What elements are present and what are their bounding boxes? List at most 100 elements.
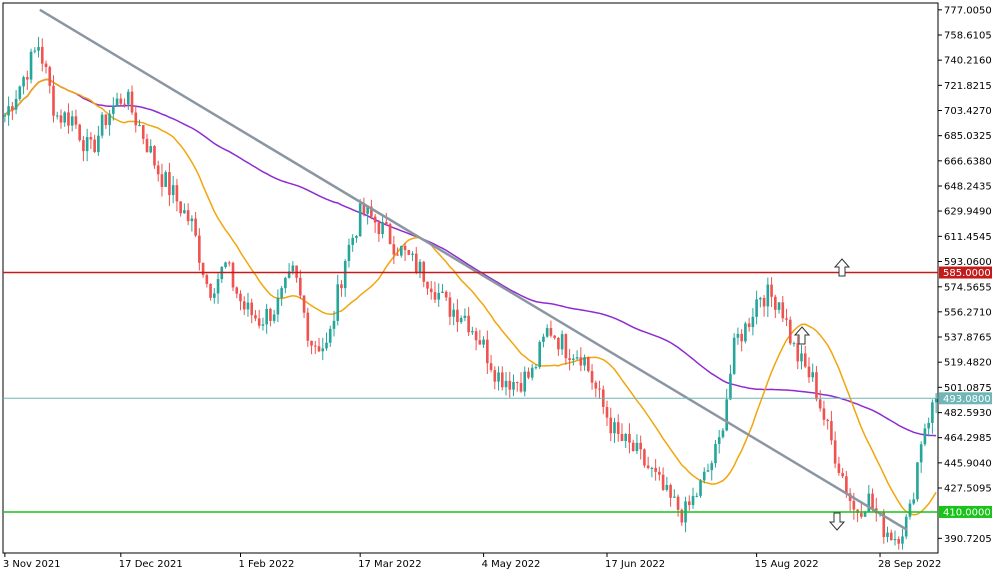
candle-body — [579, 357, 583, 366]
candle-body — [100, 114, 104, 136]
y-tick-label: 445.9040 — [944, 458, 992, 469]
y-tick-label: 464.2985 — [944, 433, 992, 444]
candle-body — [175, 185, 179, 202]
candle-body — [807, 366, 811, 378]
candle-body — [104, 114, 108, 126]
y-tick-label: 685.0325 — [944, 131, 992, 142]
candle-body — [811, 372, 815, 378]
candle-body — [624, 433, 628, 442]
plot-frame — [2, 2, 939, 554]
candle-body — [55, 115, 59, 117]
candle-body — [134, 112, 138, 126]
candle-body — [123, 103, 126, 105]
x-tick-label: 1 Feb 2022 — [238, 559, 294, 570]
candle-body — [635, 442, 639, 452]
candle-body — [912, 499, 915, 504]
candle-body — [403, 245, 407, 251]
candle-body — [392, 244, 396, 255]
candle-body — [646, 465, 650, 468]
candle-body — [931, 402, 934, 423]
candle-body — [33, 50, 37, 52]
candle-body — [474, 331, 478, 341]
candle-body — [441, 291, 444, 293]
candle-body — [235, 287, 239, 294]
candle-body — [97, 135, 100, 153]
candle-body — [82, 140, 85, 152]
candle-body — [676, 496, 680, 510]
candle-body — [845, 476, 848, 494]
candle-body — [463, 315, 467, 318]
candle-body — [848, 493, 852, 501]
candle-body — [822, 408, 826, 420]
candle-body — [774, 296, 777, 310]
candle-body — [781, 302, 785, 319]
candle-body — [411, 253, 414, 255]
candle-body — [542, 336, 545, 342]
candle-body — [257, 318, 261, 326]
candle-body — [336, 284, 340, 321]
candle-body — [370, 206, 373, 217]
candle-body — [616, 422, 620, 434]
candle-body — [78, 124, 81, 141]
candle-body — [497, 372, 500, 382]
candle-body — [328, 328, 332, 343]
candle-body — [366, 206, 369, 214]
candle-body — [796, 343, 800, 362]
candle-body — [530, 367, 534, 378]
candle-body — [299, 277, 302, 296]
candle-body — [358, 203, 362, 237]
candle-body — [26, 77, 29, 80]
candle-body — [456, 309, 459, 323]
candle-body — [863, 512, 867, 517]
candle-body — [919, 444, 923, 463]
candle-body — [224, 262, 227, 268]
candle-body — [564, 334, 568, 359]
candle-body — [145, 138, 149, 153]
candle-body — [168, 172, 171, 196]
candle-body — [744, 323, 747, 342]
candle-body — [343, 260, 347, 289]
candle-body — [433, 292, 437, 300]
candle-body — [295, 265, 298, 278]
candle-body — [609, 417, 613, 434]
candle-body — [725, 399, 728, 431]
candle-body — [557, 337, 560, 350]
candle-body — [18, 86, 22, 99]
candle-body — [729, 373, 732, 400]
current-price-tag-label: 493.0800 — [943, 394, 991, 405]
candle-body — [680, 509, 684, 523]
candle-body — [770, 284, 773, 297]
candle-body — [171, 185, 175, 196]
candle-body — [594, 382, 598, 389]
candle-body — [893, 539, 897, 541]
y-tick-label: 574.5655 — [944, 282, 992, 293]
candle-body — [40, 46, 44, 64]
candle-body — [37, 46, 40, 51]
candle-body — [239, 293, 242, 302]
candle-body — [669, 484, 672, 498]
candle-body — [687, 501, 691, 506]
candle-body — [766, 284, 770, 307]
candle-body — [538, 341, 541, 368]
candle-body — [587, 357, 590, 372]
down-arrow-3 — [828, 512, 846, 531]
candle-body — [183, 210, 186, 214]
candle-body — [149, 146, 153, 153]
candle-body — [710, 463, 714, 471]
x-tick-label: 28 Sep 2022 — [878, 559, 941, 570]
x-tick-label: 17 Dec 2021 — [119, 559, 183, 570]
candle-body — [695, 495, 699, 497]
candle-body — [198, 235, 201, 263]
candle-body — [347, 244, 351, 261]
candle-body — [934, 398, 938, 403]
candle-body — [272, 314, 276, 321]
candle-body — [246, 302, 250, 310]
candle-body — [70, 116, 74, 126]
candle-body — [269, 308, 272, 321]
y-tick-label: 593.0600 — [944, 257, 992, 268]
x-tick-label: 17 Mar 2022 — [358, 559, 421, 570]
candle-body — [553, 335, 556, 338]
candle-body — [702, 471, 706, 481]
candle-body — [426, 281, 429, 289]
candle-body — [48, 67, 52, 86]
